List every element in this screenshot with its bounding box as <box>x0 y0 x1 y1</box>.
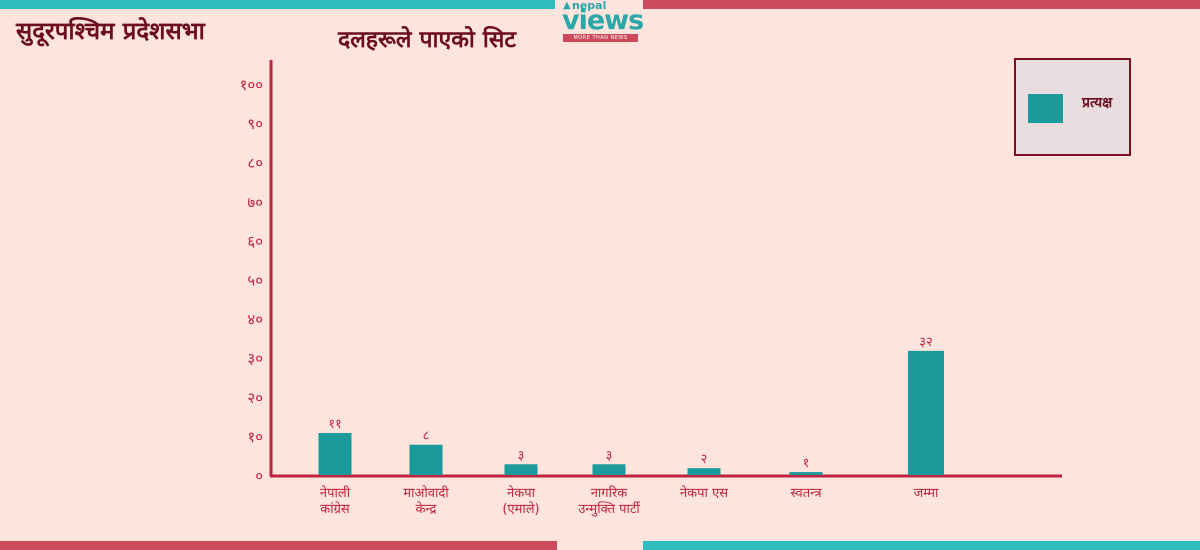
logo-arrow-icon: ▲ <box>563 0 571 11</box>
y-tick-label: ८० <box>247 154 263 172</box>
x-category-label: माओवादी <box>403 485 449 501</box>
bar-value-label: ३ <box>606 448 613 463</box>
assembly-title: सुदूरपश्चिम प्रदेशसभा <box>16 17 205 45</box>
x-category-label: (एमाले) <box>502 501 539 517</box>
y-tick-label: ७० <box>247 193 263 211</box>
bar-value-label: ३२ <box>919 335 933 350</box>
x-category-label: कांग्रेस <box>320 501 350 517</box>
logo-small-text: nepal <box>572 0 607 12</box>
chart-legend: प्रत्यक्ष <box>1014 58 1131 156</box>
y-tick-label: १० <box>247 428 263 446</box>
legend-label: प्रत्यक्ष <box>1082 95 1113 111</box>
bar-value-label: ८ <box>423 429 430 444</box>
y-tick-label: ९० <box>247 115 263 133</box>
x-category-label: नागरिक <box>591 485 629 501</box>
x-category-label: स्वतन्त्र <box>790 486 822 501</box>
x-category-label: उन्मुक्ति पार्टी <box>578 501 640 517</box>
bar-value-label: ३ <box>518 448 525 463</box>
x-category-label: नेकपा <box>507 485 536 501</box>
x-category-label: नेकपा एस <box>680 485 728 501</box>
bottom-accent-band-teal <box>643 541 1200 550</box>
y-tick-label: ६० <box>247 232 263 250</box>
y-tick-label: १०० <box>240 76 263 94</box>
bar-value-label: १ <box>803 456 810 471</box>
bar-value-label: ११ <box>328 417 342 432</box>
bar-value-label: २ <box>701 452 708 467</box>
bar <box>318 432 352 475</box>
legend-swatch <box>1028 94 1063 123</box>
top-accent-band-teal <box>0 0 555 9</box>
x-category-label: नेपाली <box>320 485 351 501</box>
bar <box>592 464 626 475</box>
y-tick-label: ० <box>255 467 263 485</box>
x-category-label: जम्मा <box>914 486 939 501</box>
top-accent-band-red <box>643 0 1200 9</box>
logo-big-text: views <box>562 5 644 36</box>
logo-tagline: MORE THAN NEWS <box>563 34 638 42</box>
bottom-accent-band-red <box>0 541 557 550</box>
bar <box>409 444 443 475</box>
chart-title: दलहरूले पाएको सिट <box>338 27 516 53</box>
bar <box>789 472 823 475</box>
y-tick-label: ४० <box>247 311 263 329</box>
bar <box>908 350 944 475</box>
bar <box>687 468 721 475</box>
bar <box>504 464 538 475</box>
y-tick-label: २० <box>247 389 263 407</box>
y-tick-label: ३० <box>247 350 263 368</box>
x-category-label: केन्द्र <box>416 501 438 517</box>
y-tick-label: ५० <box>247 272 263 290</box>
nepal-views-logo: ▲ nepal views MORE THAN NEWS <box>562 0 644 42</box>
